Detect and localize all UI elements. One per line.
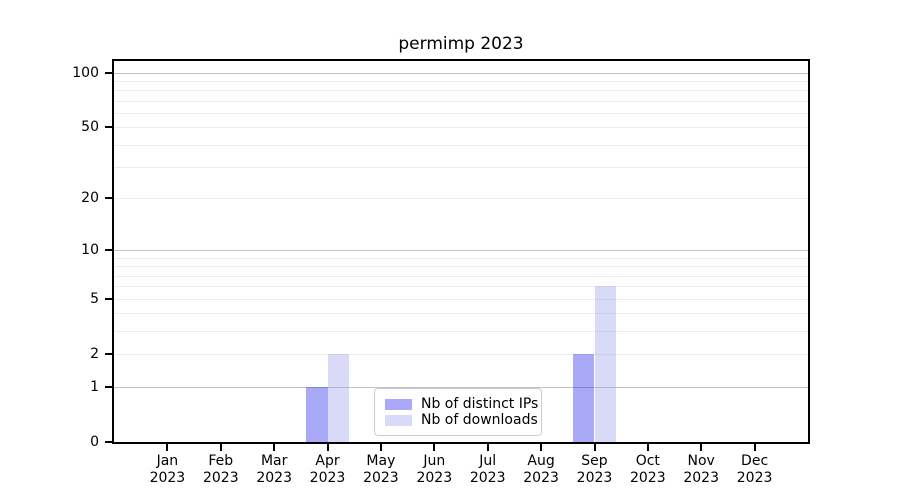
legend-row-downloads: Nb of downloads bbox=[385, 412, 538, 428]
gridline-minor-3 bbox=[114, 331, 808, 333]
x-tick-label-4: Apr 2023 bbox=[309, 453, 346, 486]
x-tick-5 bbox=[379, 444, 382, 451]
x-tick-label-2: Feb 2023 bbox=[202, 453, 239, 486]
y-tick-0 bbox=[105, 441, 112, 443]
gridline-minor-9 bbox=[114, 257, 808, 259]
y-tick-label-20: 20 bbox=[81, 190, 99, 207]
gridline-minor-2 bbox=[114, 354, 808, 356]
y-tick-10 bbox=[105, 249, 112, 252]
x-tick-label-8: Aug 2023 bbox=[523, 453, 559, 486]
gridline-minor-8 bbox=[114, 266, 808, 268]
gridline-minor-6 bbox=[114, 286, 808, 288]
y-tick-100 bbox=[105, 71, 112, 74]
plot-area: Nb of distinct IPs Nb of downloads bbox=[112, 59, 810, 444]
gridline-minor-70 bbox=[114, 101, 808, 102]
y-tick-label-50: 50 bbox=[81, 119, 99, 136]
legend-swatch bbox=[385, 414, 412, 426]
legend-label: Nb of distinct IPs bbox=[421, 396, 539, 412]
x-tick-label-5: May 2023 bbox=[363, 453, 399, 486]
x-tick-2 bbox=[219, 444, 222, 451]
bar-nb-of-distinct-ips-4 bbox=[306, 386, 328, 442]
y-tick-label-2: 2 bbox=[90, 346, 99, 363]
x-tick-label-6: Jun 2023 bbox=[416, 453, 453, 486]
legend-swatch bbox=[385, 398, 412, 410]
x-tick-8 bbox=[540, 444, 543, 451]
gridline-minor-60 bbox=[114, 113, 808, 115]
x-tick-label-1: Jan 2023 bbox=[149, 453, 186, 486]
gridline-minor-80 bbox=[114, 90, 808, 92]
gridline-major-1 bbox=[114, 386, 808, 388]
legend-label: Nb of downloads bbox=[421, 412, 538, 428]
legend-row-distinct-ips: Nb of distinct IPs bbox=[385, 396, 538, 412]
y-tick-2 bbox=[105, 353, 112, 356]
y-tick-label-10: 10 bbox=[81, 242, 99, 259]
gridline-minor-50 bbox=[114, 127, 808, 129]
bar-nb-of-downloads-9 bbox=[594, 286, 616, 442]
chart-title: permimp 2023 bbox=[398, 34, 524, 54]
x-tick-label-3: Mar 2023 bbox=[256, 453, 292, 486]
x-tick-label-7: Jul 2023 bbox=[469, 453, 506, 486]
y-tick-label-100: 100 bbox=[72, 64, 99, 81]
gridline-minor-30 bbox=[114, 167, 808, 169]
x-tick-9 bbox=[593, 444, 596, 451]
x-tick-label-9: Sep 2023 bbox=[576, 453, 613, 486]
x-tick-11 bbox=[700, 444, 703, 451]
x-tick-10 bbox=[646, 444, 649, 451]
gridline-minor-5 bbox=[114, 298, 808, 300]
x-tick-7 bbox=[486, 444, 489, 451]
x-tick-6 bbox=[433, 444, 436, 451]
gridline-minor-4 bbox=[114, 313, 808, 315]
y-tick-label-1: 1 bbox=[90, 378, 99, 395]
x-tick-4 bbox=[326, 444, 329, 451]
y-tick-1 bbox=[105, 385, 112, 388]
x-tick-12 bbox=[753, 444, 756, 451]
x-tick-label-12: Dec 2023 bbox=[736, 453, 773, 486]
y-tick-5 bbox=[105, 297, 112, 300]
bar-nb-of-distinct-ips-9 bbox=[573, 354, 595, 442]
gridline-minor-90 bbox=[114, 81, 808, 83]
bar-nb-of-downloads-4 bbox=[327, 354, 349, 442]
legend: Nb of distinct IPs Nb of downloads bbox=[374, 388, 542, 436]
gridline-major-10 bbox=[114, 250, 808, 252]
x-tick-label-10: Oct 2023 bbox=[629, 453, 666, 486]
gridline-minor-7 bbox=[114, 275, 808, 277]
gridline-minor-40 bbox=[114, 144, 808, 146]
y-tick-20 bbox=[105, 197, 112, 200]
y-tick-label-5: 5 bbox=[90, 290, 99, 307]
x-tick-3 bbox=[273, 444, 276, 451]
y-tick-50 bbox=[105, 126, 112, 129]
y-tick-label-0: 0 bbox=[90, 434, 99, 450]
x-tick-label-11: Nov 2023 bbox=[683, 453, 719, 486]
gridline-major-100 bbox=[114, 72, 808, 74]
gridline-minor-20 bbox=[114, 198, 808, 200]
x-tick-1 bbox=[166, 444, 169, 451]
